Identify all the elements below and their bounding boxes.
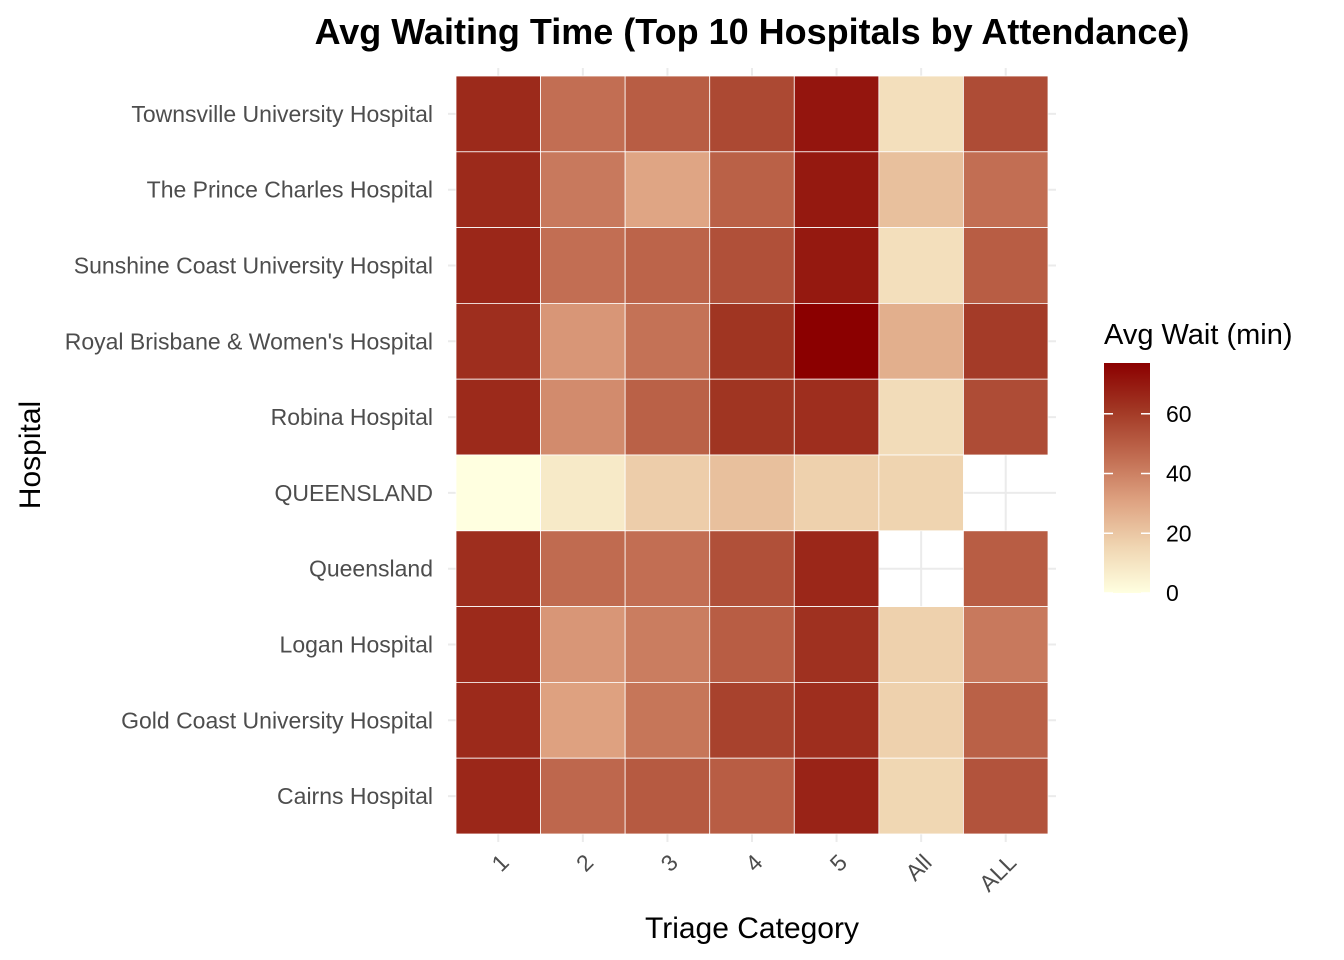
- heatmap-cell: [455, 75, 541, 153]
- y-tick-label: Queensland: [309, 556, 433, 582]
- heatmap-cell: [709, 227, 795, 304]
- heatmap-cell: [624, 757, 711, 835]
- legend-tick-label: 0: [1166, 580, 1179, 606]
- y-tick-labels: Townsville University Hospital The Prince…: [65, 101, 433, 809]
- heatmap-cell: [540, 757, 626, 835]
- legend-tick-label: 60: [1166, 401, 1192, 427]
- heatmap-cell: [878, 757, 964, 835]
- heatmap-cell: [963, 682, 1049, 759]
- heatmap-cell: [455, 302, 541, 380]
- heatmap-cell: [455, 530, 541, 607]
- heatmap-cell: [793, 151, 880, 229]
- heatmap-cell: [709, 606, 795, 683]
- legend-colorbar: [1104, 363, 1150, 593]
- heatmap-cell: [878, 75, 964, 153]
- heatmap-cell: [963, 151, 1049, 229]
- heatmap-cell: [540, 530, 626, 607]
- heatmap-cell: [540, 606, 626, 683]
- heatmap-cell: [793, 682, 880, 759]
- y-tick-label: QUEENSLAND: [275, 480, 433, 506]
- heatmap-cell: [793, 227, 880, 304]
- heatmap-cell: [709, 151, 795, 229]
- heatmap-cell: [878, 606, 964, 683]
- heatmap-cell: [540, 151, 626, 229]
- heatmap-cell: [793, 606, 880, 683]
- heatmap-cell: [793, 378, 880, 456]
- legend-tick-label: 40: [1166, 461, 1192, 487]
- heatmap-cell: [624, 227, 711, 304]
- heatmap-cell: [963, 302, 1049, 380]
- heatmap-cell: [455, 151, 541, 229]
- heatmap-cell: [624, 302, 711, 380]
- legend-title: Avg Wait (min): [1104, 319, 1293, 351]
- heatmap-cell: [963, 530, 1049, 607]
- color-legend: 0 20 40 60: [1104, 363, 1192, 606]
- chart-title: Avg Waiting Time (Top 10 Hospitals by At…: [315, 11, 1190, 52]
- heatmap-cell: [624, 606, 711, 683]
- heatmap-cell: [709, 378, 795, 456]
- y-tick-label: Logan Hospital: [280, 632, 433, 658]
- heatmap-cells: [455, 75, 1049, 835]
- heatmap-cell: [455, 227, 541, 304]
- heatmap-cell: [963, 75, 1049, 153]
- heatmap-cell: [455, 606, 541, 683]
- heatmap-cell: [793, 530, 880, 607]
- y-tick-label: Gold Coast University Hospital: [121, 707, 433, 733]
- heatmap-cell: [878, 682, 964, 759]
- heatmap-cell: [455, 454, 541, 532]
- heatmap-cell: [624, 530, 711, 607]
- heatmap-cell: [878, 302, 964, 380]
- heatmap-cell: [540, 378, 626, 456]
- heatmap-cell: [540, 682, 626, 759]
- y-tick-label: Robina Hospital: [271, 404, 433, 430]
- heatmap-cell: [963, 606, 1049, 683]
- heatmap-cell: [624, 75, 711, 153]
- heatmap-cell: [793, 454, 880, 532]
- heatmap-cell: [709, 454, 795, 532]
- heatmap-cell: [878, 151, 964, 229]
- legend-tick-label: 20: [1166, 520, 1192, 546]
- heatmap-cell: [878, 454, 964, 532]
- heatmap-cell: [624, 378, 711, 456]
- y-tick-label: Sunshine Coast University Hospital: [74, 253, 433, 279]
- heatmap-cell: [709, 757, 795, 835]
- heatmap-cell: [624, 151, 711, 229]
- heatmap-cell: [963, 227, 1049, 304]
- heatmap-cell: [963, 757, 1049, 835]
- heatmap-cell: [709, 530, 795, 607]
- heatmap-cell: [963, 378, 1049, 456]
- heatmap-cell: [878, 227, 964, 304]
- heatmap-cell: [793, 302, 880, 380]
- y-tick-label: The Prince Charles Hospital: [147, 177, 433, 203]
- heatmap-cell: [624, 682, 711, 759]
- y-tick-label: Royal Brisbane & Women's Hospital: [65, 328, 433, 354]
- heatmap-cell: [540, 75, 626, 153]
- heatmap-cell: [793, 75, 880, 153]
- heatmap-cell: [793, 757, 880, 835]
- y-tick-label: Townsville University Hospital: [131, 101, 433, 127]
- y-axis-title: Hospital: [14, 401, 47, 509]
- x-axis-title: Triage Category: [645, 912, 859, 945]
- heatmap-cell: [455, 682, 541, 759]
- heatmap-cell: [624, 454, 711, 532]
- heatmap-cell: [540, 227, 626, 304]
- heatmap-cell: [540, 302, 626, 380]
- heatmap-cell: [709, 75, 795, 153]
- heatmap-cell: [709, 302, 795, 380]
- heatmap-cell: [709, 682, 795, 759]
- y-tick-label: Cairns Hospital: [277, 783, 433, 809]
- heatmap-cell: [878, 378, 964, 456]
- heatmap-cell: [455, 757, 541, 835]
- heatmap-cell: [540, 454, 626, 532]
- heatmap-cell: [455, 378, 541, 456]
